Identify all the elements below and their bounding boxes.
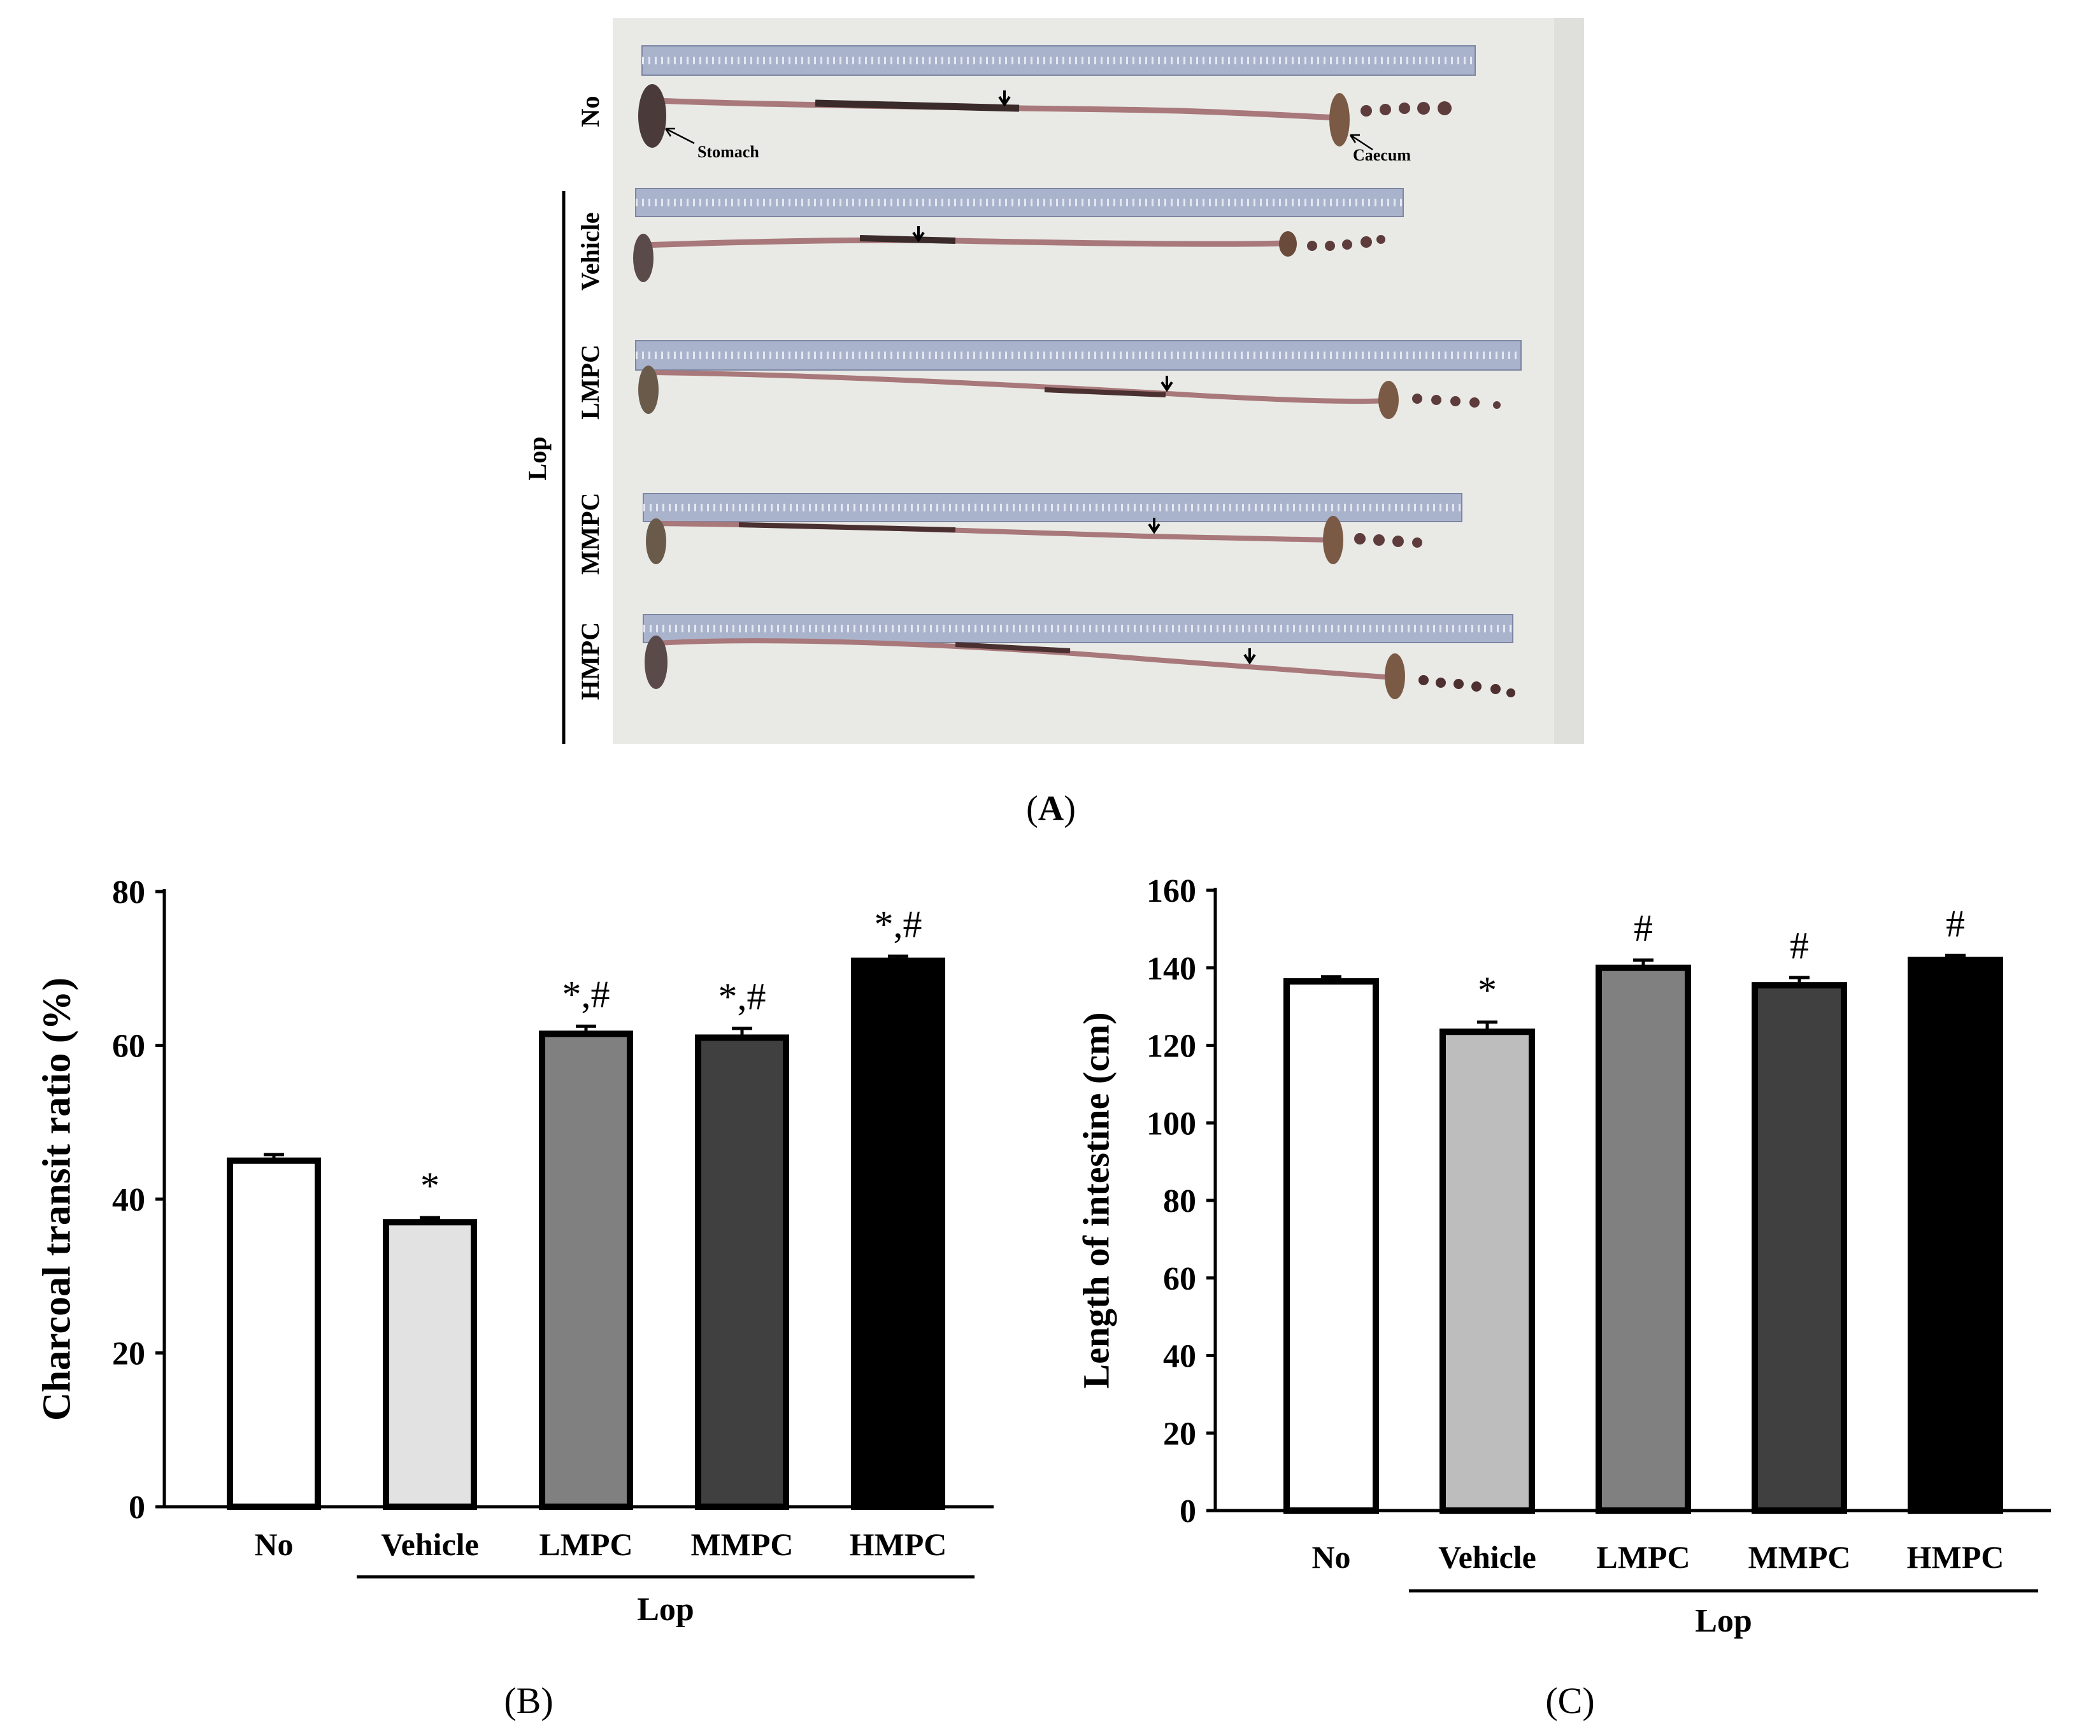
caecum xyxy=(1279,231,1297,257)
caecum-label: Caecum xyxy=(1353,146,1411,164)
y-tick-label: 20 xyxy=(112,1336,145,1372)
y-tick-label: 160 xyxy=(1146,873,1196,909)
charcoal-segment xyxy=(738,522,956,532)
y-tick-label: 0 xyxy=(1180,1493,1196,1530)
category-label-hmpc: HMPC xyxy=(850,1526,947,1562)
y-axis-title: Length of intestine (cm) xyxy=(1075,1012,1117,1388)
panel-label: (C) xyxy=(1545,1680,1594,1721)
colon-pellets xyxy=(1412,394,1501,409)
chart-b-charcoal-transit: 0 20 40 60 80 Charcoal transit ratio (%) No * Ve… xyxy=(36,874,994,1721)
intestine xyxy=(655,97,1338,121)
significance-label: # xyxy=(1946,902,1965,944)
y-tick-label: 40 xyxy=(112,1182,145,1218)
category-label-no: No xyxy=(254,1526,293,1562)
category-label-no: No xyxy=(1311,1539,1350,1575)
bar-mmpc xyxy=(1752,982,1847,1514)
stomach xyxy=(646,518,666,564)
category-label-vehicle: Vehicle xyxy=(1438,1539,1536,1575)
photo-strip-right xyxy=(1554,18,1584,744)
significance-label: *,# xyxy=(875,903,922,945)
significance-label: *,# xyxy=(718,976,766,1018)
y-tick-label: 40 xyxy=(1163,1339,1196,1375)
category-label-vehicle: Vehicle xyxy=(381,1526,479,1562)
charcoal-front-arrow xyxy=(1148,518,1161,534)
category-label-hmpc: HMPC xyxy=(1907,1539,2004,1575)
category-label-lmpc: LMPC xyxy=(1596,1539,1690,1575)
bar-no xyxy=(227,1157,321,1510)
significance-label: *,# xyxy=(562,973,610,1015)
y-tick-label: 60 xyxy=(112,1028,145,1065)
category-label-mmpc: MMPC xyxy=(690,1526,793,1562)
y-tick-label: 20 xyxy=(1163,1416,1196,1452)
stomach xyxy=(638,366,659,414)
caecum xyxy=(1378,381,1399,419)
sample-row-no: Stomach Caecum xyxy=(638,45,1476,164)
row-label-vehicle: Vehicle xyxy=(576,213,604,291)
stomach-label: Stomach xyxy=(697,143,759,161)
caecum xyxy=(1329,93,1350,146)
chart-c-intestine-length: 0 20 40 60 80 100 120 140 160 Length of intestine… xyxy=(1075,873,2051,1721)
charcoal-front-arrow xyxy=(912,226,925,243)
y-tick-label: 0 xyxy=(129,1490,145,1526)
caecum xyxy=(1323,516,1343,564)
charcoal-segment xyxy=(859,235,956,244)
charcoal-front-arrow xyxy=(1161,376,1173,392)
row-label-hmpc: HMPC xyxy=(576,622,604,700)
charcoal-segment xyxy=(955,642,1071,653)
bar-hmpc xyxy=(1908,957,2003,1514)
bar-vehicle xyxy=(1439,1028,1535,1514)
panel-a-label: (A) xyxy=(1026,789,1076,829)
significance-label: * xyxy=(1478,969,1497,1011)
lop-group-label: Lop xyxy=(637,1591,694,1628)
significance-label: * xyxy=(420,1165,439,1207)
y-tick-label: 120 xyxy=(1146,1028,1196,1065)
intestine xyxy=(655,638,1402,681)
charcoal-segment xyxy=(815,99,1020,112)
y-tick-label: 80 xyxy=(112,874,145,911)
bar-no xyxy=(1283,978,1379,1514)
category-label-mmpc: MMPC xyxy=(1748,1539,1850,1575)
charcoal-front-arrow xyxy=(998,90,1011,107)
y-tick-label: 100 xyxy=(1146,1106,1196,1142)
row-label-lmpc: LMPC xyxy=(576,345,604,420)
lop-group-label: Lop xyxy=(523,437,552,481)
bar-lmpc xyxy=(539,1030,633,1510)
y-tick-label: 140 xyxy=(1146,951,1196,987)
y-tick-label: 60 xyxy=(1163,1261,1196,1297)
significance-label: # xyxy=(1634,907,1653,950)
row-label-mmpc: MMPC xyxy=(576,493,604,575)
caecum-pointer-arrow xyxy=(1349,134,1373,151)
y-axis-title: Charcoal transit ratio (%) xyxy=(36,978,79,1421)
stomach-pointer-arrow xyxy=(664,127,695,145)
y-tick-label: 80 xyxy=(1163,1183,1196,1220)
bar-vehicle xyxy=(383,1219,477,1510)
charcoal-segment xyxy=(1044,387,1166,397)
colon-pellets xyxy=(1307,235,1385,251)
panel-a-photo: Stomach Caecum xyxy=(523,18,1584,829)
significance-label: # xyxy=(1790,925,1809,967)
bar-mmpc xyxy=(695,1034,789,1511)
row-label-no: No xyxy=(576,96,604,127)
panel-label: (B) xyxy=(504,1680,553,1721)
stomach xyxy=(633,234,654,282)
lop-group-label: Lop xyxy=(1695,1603,1752,1639)
charcoal-front-arrow xyxy=(1243,648,1256,665)
category-label-lmpc: LMPC xyxy=(539,1526,632,1562)
colon-pellets xyxy=(1361,101,1452,117)
sample-row-mmpc xyxy=(643,493,1462,564)
sample-row-hmpc xyxy=(643,614,1515,699)
sample-row-vehicle xyxy=(633,188,1404,282)
stomach xyxy=(645,636,668,689)
bar-lmpc xyxy=(1596,964,1691,1514)
colon-pellets xyxy=(1354,533,1422,548)
colon-pellets xyxy=(1418,675,1515,697)
stomach xyxy=(638,84,666,148)
caecum xyxy=(1385,653,1405,699)
sample-row-lmpc xyxy=(635,340,1522,419)
bar-hmpc xyxy=(851,957,945,1511)
